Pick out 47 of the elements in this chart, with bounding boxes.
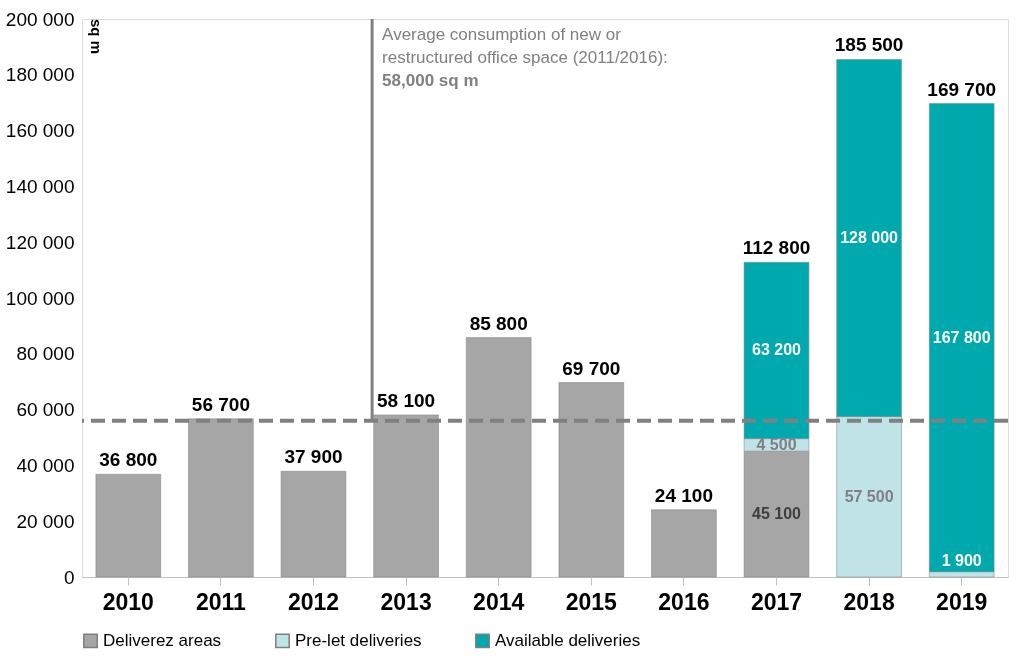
y-tick-label: 160 000 [5,120,75,142]
x-tick-label: 2015 [565,588,618,615]
legend-label: Deliverez areas [103,630,222,650]
data-label: 128 000 [840,229,899,247]
y-tick-label: 120 000 [5,231,75,253]
y-tick-label: 100 000 [5,287,75,309]
total-label: 185 500 [834,34,904,56]
y-tick-label: 200 000 [5,8,75,30]
x-tick-label: 2016 [658,588,710,615]
data-label: 4 500 [756,435,797,453]
x-tick-label: 2012 [287,588,340,615]
total-label: 37 900 [284,446,343,468]
y-tick-label: 0 [63,566,75,588]
total-label: 169 700 [927,78,997,100]
y-tick-label: 80 000 [16,343,75,365]
y-tick-label: 40 000 [16,454,75,476]
x-tick-label: 2018 [843,588,895,615]
bar [95,474,161,578]
bar [280,471,347,578]
data-label: 57 500 [844,487,894,505]
total-label: 69 700 [562,357,621,379]
legend-label: Pre-let deliveries [295,630,422,650]
annotation: 58,000 sq m [382,71,479,90]
x-tick-label: 2014 [473,588,525,615]
data-label: 63 200 [752,341,802,359]
total-label: 112 800 [742,237,811,259]
total-label: 58 100 [377,389,436,411]
x-tick-label: 2019 [936,588,988,615]
annotation: Average consumption of new or restructured office space (2011/2016): [382,25,668,67]
bar [651,509,717,578]
x-tick-label: 2010 [102,588,154,615]
x-tick-label: 2011 [195,588,247,615]
data-label: 1 900 [941,551,982,569]
y-axis-title: sq m [88,19,105,55]
total-label: 85 800 [469,312,528,334]
data-label: 167 800 [932,328,991,346]
data-label: 45 100 [752,505,802,523]
y-tick-label: 20 000 [16,510,75,532]
x-tick-label: 2017 [750,588,803,615]
total-label: 36 800 [99,449,158,471]
y-tick-label: 180 000 [5,64,75,86]
y-tick-label: 140 000 [5,175,75,197]
legend-label: Available deliveries [495,630,641,650]
x-tick-label: 2013 [380,588,432,615]
total-label: 24 100 [654,484,713,506]
total-label: 56 700 [191,393,250,415]
y-tick-label: 60 000 [16,399,75,421]
